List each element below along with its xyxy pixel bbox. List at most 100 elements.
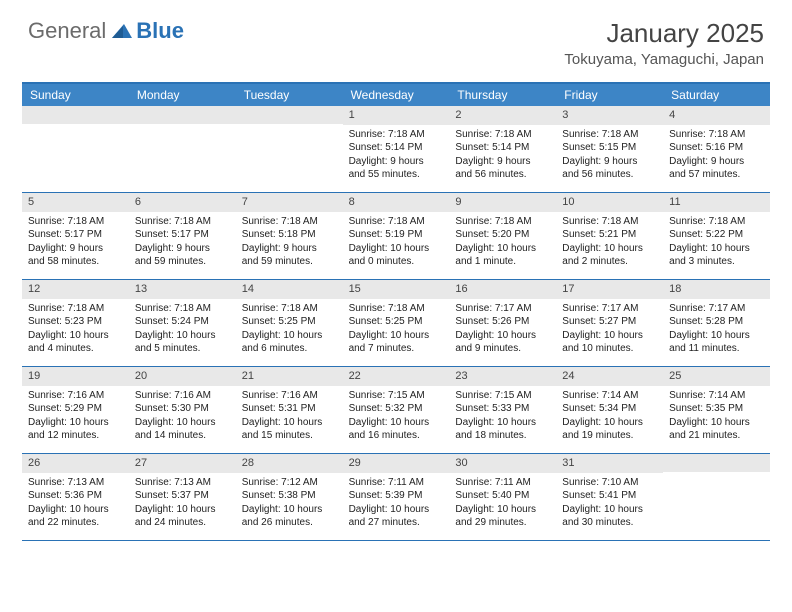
day-line: and 30 minutes. bbox=[562, 516, 657, 530]
day-line: Daylight: 10 hours bbox=[562, 329, 657, 343]
day-line: Sunset: 5:29 PM bbox=[28, 402, 123, 416]
day-line: Sunset: 5:31 PM bbox=[242, 402, 337, 416]
day-cell: 24Sunrise: 7:14 AMSunset: 5:34 PMDayligh… bbox=[556, 367, 663, 453]
day-line: Sunset: 5:27 PM bbox=[562, 315, 657, 329]
day-line: and 14 minutes. bbox=[135, 429, 230, 443]
day-line: and 9 minutes. bbox=[455, 342, 550, 356]
header: General Blue January 2025 Tokuyama, Yama… bbox=[0, 0, 792, 74]
day-body: Sunrise: 7:17 AMSunset: 5:27 PMDaylight:… bbox=[556, 299, 663, 360]
day-line: Sunrise: 7:18 AM bbox=[135, 215, 230, 229]
day-cell: 20Sunrise: 7:16 AMSunset: 5:30 PMDayligh… bbox=[129, 367, 236, 453]
day-line: Sunrise: 7:17 AM bbox=[669, 302, 764, 316]
day-header: Monday bbox=[129, 84, 236, 106]
day-line: Daylight: 9 hours bbox=[242, 242, 337, 256]
day-cell: 8Sunrise: 7:18 AMSunset: 5:19 PMDaylight… bbox=[343, 193, 450, 279]
week-row: 26Sunrise: 7:13 AMSunset: 5:36 PMDayligh… bbox=[22, 454, 770, 541]
day-number: 18 bbox=[663, 280, 770, 299]
day-line: and 58 minutes. bbox=[28, 255, 123, 269]
day-body: Sunrise: 7:18 AMSunset: 5:16 PMDaylight:… bbox=[663, 125, 770, 186]
day-line: Sunset: 5:37 PM bbox=[135, 489, 230, 503]
day-number: 14 bbox=[236, 280, 343, 299]
calendar: SundayMondayTuesdayWednesdayThursdayFrid… bbox=[22, 82, 770, 541]
day-number bbox=[22, 106, 129, 124]
day-number: 17 bbox=[556, 280, 663, 299]
day-body: Sunrise: 7:15 AMSunset: 5:32 PMDaylight:… bbox=[343, 386, 450, 447]
day-number: 10 bbox=[556, 193, 663, 212]
day-body: Sunrise: 7:12 AMSunset: 5:38 PMDaylight:… bbox=[236, 473, 343, 534]
day-line: Sunset: 5:34 PM bbox=[562, 402, 657, 416]
day-number: 5 bbox=[22, 193, 129, 212]
day-cell: 9Sunrise: 7:18 AMSunset: 5:20 PMDaylight… bbox=[449, 193, 556, 279]
day-cell: 16Sunrise: 7:17 AMSunset: 5:26 PMDayligh… bbox=[449, 280, 556, 366]
day-body: Sunrise: 7:18 AMSunset: 5:25 PMDaylight:… bbox=[343, 299, 450, 360]
day-line: Sunset: 5:14 PM bbox=[349, 141, 444, 155]
day-line: Sunset: 5:25 PM bbox=[242, 315, 337, 329]
day-line: Daylight: 9 hours bbox=[349, 155, 444, 169]
day-header: Thursday bbox=[449, 84, 556, 106]
day-line: Sunrise: 7:18 AM bbox=[242, 215, 337, 229]
day-line: Sunset: 5:23 PM bbox=[28, 315, 123, 329]
day-line: Sunrise: 7:14 AM bbox=[669, 389, 764, 403]
day-number: 11 bbox=[663, 193, 770, 212]
day-line: Sunrise: 7:13 AM bbox=[135, 476, 230, 490]
day-line: Sunrise: 7:16 AM bbox=[135, 389, 230, 403]
day-line: Sunset: 5:25 PM bbox=[349, 315, 444, 329]
logo-text-blue: Blue bbox=[136, 18, 184, 44]
day-line: and 3 minutes. bbox=[669, 255, 764, 269]
day-cell: 21Sunrise: 7:16 AMSunset: 5:31 PMDayligh… bbox=[236, 367, 343, 453]
day-body: Sunrise: 7:10 AMSunset: 5:41 PMDaylight:… bbox=[556, 473, 663, 534]
day-line: Daylight: 10 hours bbox=[242, 416, 337, 430]
day-line: Sunrise: 7:16 AM bbox=[28, 389, 123, 403]
day-line: Sunset: 5:22 PM bbox=[669, 228, 764, 242]
day-line: and 12 minutes. bbox=[28, 429, 123, 443]
day-body: Sunrise: 7:18 AMSunset: 5:15 PMDaylight:… bbox=[556, 125, 663, 186]
day-line: Daylight: 10 hours bbox=[349, 416, 444, 430]
day-line: Daylight: 10 hours bbox=[349, 329, 444, 343]
day-line: and 59 minutes. bbox=[135, 255, 230, 269]
day-line: and 22 minutes. bbox=[28, 516, 123, 530]
day-cell: 18Sunrise: 7:17 AMSunset: 5:28 PMDayligh… bbox=[663, 280, 770, 366]
day-cell: 22Sunrise: 7:15 AMSunset: 5:32 PMDayligh… bbox=[343, 367, 450, 453]
day-line: Daylight: 9 hours bbox=[135, 242, 230, 256]
day-line: and 19 minutes. bbox=[562, 429, 657, 443]
day-cell: 10Sunrise: 7:18 AMSunset: 5:21 PMDayligh… bbox=[556, 193, 663, 279]
day-body: Sunrise: 7:18 AMSunset: 5:14 PMDaylight:… bbox=[343, 125, 450, 186]
day-line: and 2 minutes. bbox=[562, 255, 657, 269]
day-line: Sunset: 5:19 PM bbox=[349, 228, 444, 242]
day-line: Daylight: 10 hours bbox=[669, 329, 764, 343]
day-body: Sunrise: 7:18 AMSunset: 5:17 PMDaylight:… bbox=[22, 212, 129, 273]
day-header: Sunday bbox=[22, 84, 129, 106]
day-line: and 11 minutes. bbox=[669, 342, 764, 356]
day-line: and 0 minutes. bbox=[349, 255, 444, 269]
day-line: Sunset: 5:40 PM bbox=[455, 489, 550, 503]
day-line: Sunrise: 7:18 AM bbox=[349, 128, 444, 142]
day-number: 13 bbox=[129, 280, 236, 299]
day-line: Sunset: 5:17 PM bbox=[135, 228, 230, 242]
day-line: Sunset: 5:38 PM bbox=[242, 489, 337, 503]
day-line: Sunrise: 7:18 AM bbox=[28, 302, 123, 316]
day-line: Sunrise: 7:16 AM bbox=[242, 389, 337, 403]
day-body: Sunrise: 7:11 AMSunset: 5:40 PMDaylight:… bbox=[449, 473, 556, 534]
location: Tokuyama, Yamaguchi, Japan bbox=[564, 51, 764, 68]
day-cell: 29Sunrise: 7:11 AMSunset: 5:39 PMDayligh… bbox=[343, 454, 450, 540]
logo: General Blue bbox=[28, 18, 184, 44]
day-number: 15 bbox=[343, 280, 450, 299]
day-number bbox=[236, 106, 343, 124]
day-line: Daylight: 10 hours bbox=[135, 503, 230, 517]
day-number: 8 bbox=[343, 193, 450, 212]
day-number: 2 bbox=[449, 106, 556, 125]
day-number: 30 bbox=[449, 454, 556, 473]
day-line: Sunset: 5:39 PM bbox=[349, 489, 444, 503]
week-row: 12Sunrise: 7:18 AMSunset: 5:23 PMDayligh… bbox=[22, 280, 770, 367]
day-line: Daylight: 10 hours bbox=[562, 416, 657, 430]
day-number: 28 bbox=[236, 454, 343, 473]
day-line: Daylight: 9 hours bbox=[455, 155, 550, 169]
day-body: Sunrise: 7:18 AMSunset: 5:21 PMDaylight:… bbox=[556, 212, 663, 273]
day-body: Sunrise: 7:18 AMSunset: 5:18 PMDaylight:… bbox=[236, 212, 343, 273]
day-number: 19 bbox=[22, 367, 129, 386]
day-number: 26 bbox=[22, 454, 129, 473]
day-line: Sunset: 5:15 PM bbox=[562, 141, 657, 155]
day-number: 27 bbox=[129, 454, 236, 473]
title-block: January 2025 Tokuyama, Yamaguchi, Japan bbox=[564, 18, 764, 68]
day-line: Daylight: 10 hours bbox=[455, 242, 550, 256]
